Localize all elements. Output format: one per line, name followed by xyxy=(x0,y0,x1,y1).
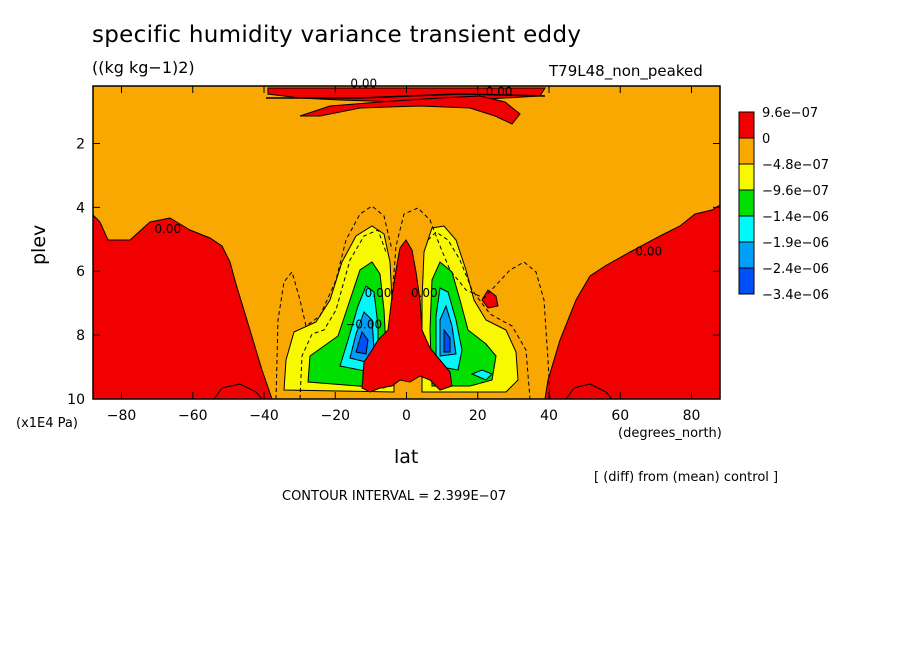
color-legend: 9.6e−07 0 −4.8e−07 −9.6e−07 −1.4e−06 −1.9e−06… xyxy=(738,106,829,303)
contour-label: 0.00 xyxy=(486,85,513,99)
small-red-blob xyxy=(481,289,499,309)
x-ticks: −80 −60 −40 −20 0 20 40 60 80 xyxy=(107,86,701,424)
right-red-region xyxy=(544,204,720,399)
x-axis-unit: (degrees_north) xyxy=(618,426,722,441)
legend-label: −9.6e−07 xyxy=(762,184,829,199)
x-tick-label: −40 xyxy=(249,408,279,424)
legend-label: 9.6e−07 xyxy=(762,106,818,121)
x-tick-label: 60 xyxy=(611,408,629,424)
contour-label: 0.00 xyxy=(411,286,438,300)
central-red-spike xyxy=(361,239,453,393)
contour-label: −0.00 xyxy=(345,318,382,332)
contour-interval: CONTOUR INTERVAL = 2.399E−07 xyxy=(282,489,507,504)
x-tick-label: 80 xyxy=(683,408,701,424)
contour-label: 0.00 xyxy=(350,77,377,91)
x-axis-label: lat xyxy=(394,446,419,468)
y-tick-label: 2 xyxy=(76,136,85,152)
contour-label: 0.00 xyxy=(154,222,181,236)
legend-swatch xyxy=(738,111,755,139)
left-lobe-deepblue xyxy=(355,330,369,355)
negative-contours xyxy=(275,205,551,399)
legend-swatch xyxy=(738,241,755,269)
top-zero-contour xyxy=(266,93,546,99)
y-tick-label: 6 xyxy=(76,264,85,280)
plot-area xyxy=(93,86,720,399)
left-red-region xyxy=(93,214,273,399)
legend-swatch xyxy=(738,267,755,295)
x-tick-label: 40 xyxy=(540,408,558,424)
y-ticks: 2 4 6 8 10 xyxy=(67,136,720,408)
y-axis-label: plev xyxy=(28,224,50,265)
legend-swatch xyxy=(738,137,755,165)
legend-label: −2.4e−06 xyxy=(762,262,829,277)
x-tick-label: 0 xyxy=(402,408,411,424)
experiment-label: T79L48_non_peaked xyxy=(549,62,703,80)
right-lobe-deepblue xyxy=(443,328,451,353)
legend-swatch xyxy=(738,163,755,191)
chart-units: ((kg kg−1)2) xyxy=(92,58,195,77)
legend-swatch xyxy=(738,189,755,217)
chart-title: specific humidity variance transient edd… xyxy=(92,22,582,48)
legend-label: 0 xyxy=(762,132,770,147)
comparison-note: [ (diff) from (mean) control ] xyxy=(594,470,779,485)
contour-label: 0.00 xyxy=(365,286,392,300)
legend-label: −1.9e−06 xyxy=(762,236,829,251)
legend-swatch xyxy=(738,215,755,243)
y-tick-label: 8 xyxy=(76,328,85,344)
y-tick-label: 10 xyxy=(67,392,85,408)
legend-label: −4.8e−07 xyxy=(762,158,829,173)
top-red-tongue xyxy=(299,95,521,125)
legend-label: −3.4e−06 xyxy=(762,288,829,303)
y-tick-label: 4 xyxy=(76,200,85,216)
contour-labels: 0.00 0.00 0.00 0.00 0.00 0.00 −0.00 xyxy=(154,77,662,332)
x-tick-label: −60 xyxy=(178,408,208,424)
contour-label: 0.00 xyxy=(635,244,662,258)
legend-label: −1.4e−06 xyxy=(762,210,829,225)
right-cyan-patch xyxy=(470,369,493,381)
x-tick-label: 20 xyxy=(469,408,487,424)
y-axis-unit: (x1E4 Pa) xyxy=(16,416,78,431)
x-tick-label: −80 xyxy=(107,408,137,424)
x-tick-label: −20 xyxy=(320,408,350,424)
surface-contours xyxy=(213,383,613,399)
